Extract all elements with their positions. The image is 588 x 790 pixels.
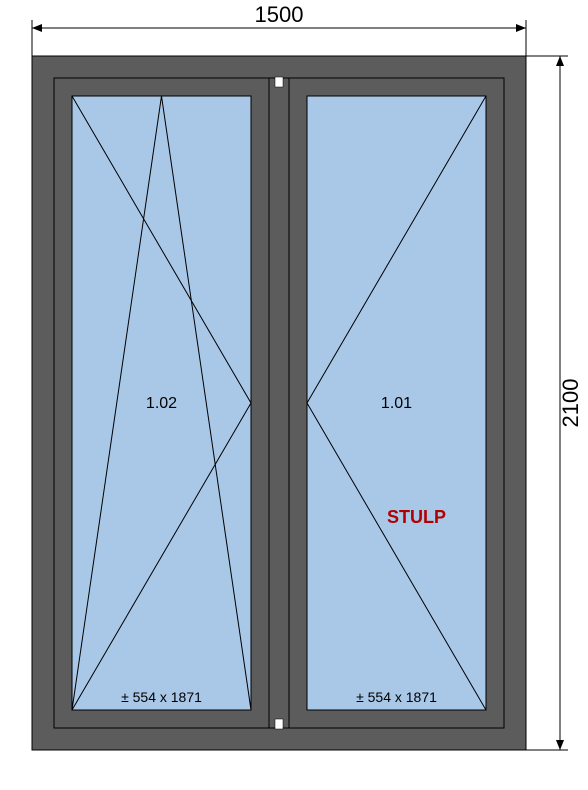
dim-top-arrow-left [32,24,42,32]
dim-right-arrow-top [556,56,564,66]
right-pane-dim: ± 554 x 1871 [356,689,437,705]
right-pane-id: 1.01 [381,395,412,412]
mullion-notch-top [275,77,283,87]
mullion-notch-bottom [275,719,283,729]
dim-right-arrow-bot [556,740,564,750]
window-diagram: 1500 2100 1.02 1.01 STULP ± 554 x 1871 ± 554 x… [0,0,588,790]
dim-height-label: 2100 [558,379,583,428]
left-pane-id: 1.02 [146,395,177,412]
dim-top-arrow-right [516,24,526,32]
stulp-label: STULP [387,507,446,527]
left-pane-dim: ± 554 x 1871 [121,689,202,705]
dim-width-label: 1500 [255,2,304,27]
mullion [269,78,289,728]
